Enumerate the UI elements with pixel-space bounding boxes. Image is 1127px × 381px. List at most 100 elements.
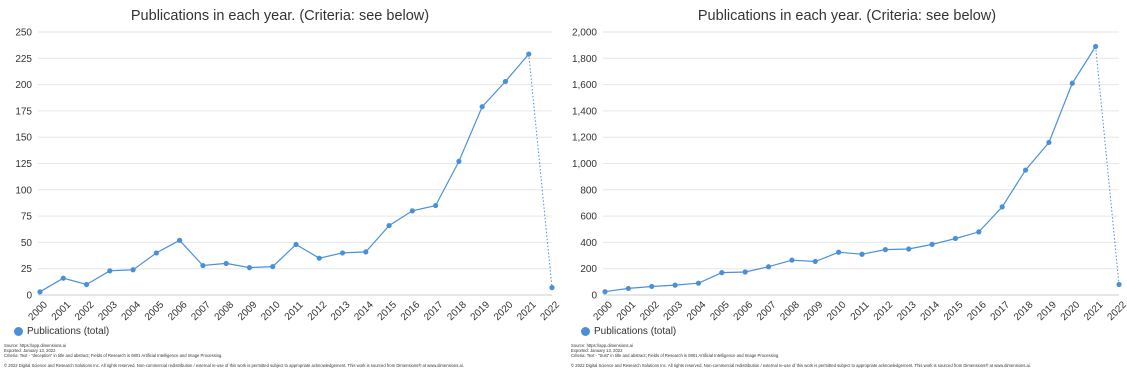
x-tick-label: 2004 bbox=[685, 299, 709, 323]
data-point[interactable] bbox=[742, 269, 748, 275]
criteria-note: Criteria: Text - "deception" in title an… bbox=[4, 353, 223, 359]
x-tick-label: 2006 bbox=[732, 299, 756, 323]
data-point[interactable] bbox=[246, 265, 253, 271]
x-tick-label: 2005 bbox=[143, 299, 167, 323]
legend-marker-icon bbox=[14, 327, 23, 336]
y-tick-label: 600 bbox=[580, 212, 597, 223]
chart-panel-right: Publications in each year. (Criteria: se… bbox=[567, 0, 1127, 381]
data-point[interactable] bbox=[223, 260, 229, 267]
data-point[interactable] bbox=[316, 255, 322, 261]
y-tick-label: 250 bbox=[15, 28, 32, 39]
x-tick-label: 2010 bbox=[825, 299, 849, 323]
data-point[interactable] bbox=[1069, 80, 1075, 86]
data-point[interactable] bbox=[812, 258, 818, 265]
x-tick-label: 2007 bbox=[189, 299, 213, 323]
x-tick-label: 2021 bbox=[515, 299, 539, 323]
x-tick-label: 2015 bbox=[942, 299, 966, 323]
x-tick-label: 2000 bbox=[591, 299, 615, 323]
data-point[interactable] bbox=[549, 285, 555, 291]
y-tick-label: 1,000 bbox=[572, 159, 597, 170]
data-point[interactable] bbox=[695, 280, 702, 286]
data-point[interactable] bbox=[672, 282, 678, 288]
x-tick-label: 2022 bbox=[1105, 299, 1127, 323]
y-tick-label: 800 bbox=[580, 185, 597, 196]
line-chart-plot: 0 200 400 600 800 1,000 1,200 1,400 1,600 1,800 2,… bbox=[572, 28, 1127, 323]
chart-legend[interactable]: Publications (total) bbox=[14, 326, 109, 337]
data-point[interactable] bbox=[719, 270, 725, 276]
chart-legend[interactable]: Publications (total) bbox=[581, 326, 676, 337]
data-point[interactable] bbox=[433, 202, 439, 209]
data-point[interactable] bbox=[37, 289, 43, 295]
x-tick-label: 2000 bbox=[26, 299, 50, 323]
data-point[interactable] bbox=[859, 251, 865, 257]
x-tick-label: 2020 bbox=[1059, 299, 1083, 323]
exported-note: Exported: January 13, 2022 bbox=[571, 348, 623, 354]
data-point[interactable] bbox=[293, 241, 299, 248]
y-tick-label: 150 bbox=[15, 133, 32, 144]
x-tick-label: 2001 bbox=[50, 299, 74, 323]
data-point[interactable] bbox=[1116, 281, 1122, 288]
data-point[interactable] bbox=[270, 263, 276, 270]
data-point[interactable] bbox=[409, 208, 415, 214]
criteria-note: Criteria: Text - "trust" in title and ab… bbox=[571, 353, 780, 359]
y-tick-label: 1,400 bbox=[572, 106, 597, 117]
data-point[interactable] bbox=[386, 222, 392, 229]
data-point[interactable] bbox=[339, 250, 346, 256]
y-tick-label: 0 bbox=[26, 291, 32, 302]
data-point[interactable] bbox=[929, 241, 935, 247]
data-point[interactable] bbox=[130, 267, 136, 273]
data-point[interactable] bbox=[649, 283, 655, 290]
x-tick-label: 2014 bbox=[352, 299, 376, 323]
x-tick-label: 2011 bbox=[849, 299, 872, 322]
data-point[interactable] bbox=[952, 235, 959, 242]
data-point[interactable] bbox=[60, 275, 66, 281]
data-point[interactable] bbox=[976, 229, 982, 235]
y-tick-label: 400 bbox=[580, 238, 597, 249]
x-tick-label: 2010 bbox=[259, 299, 283, 323]
data-point[interactable] bbox=[882, 247, 888, 253]
data-point[interactable] bbox=[625, 285, 631, 292]
data-point[interactable] bbox=[363, 249, 369, 255]
data-point[interactable] bbox=[456, 158, 462, 164]
x-tick-label: 2017 bbox=[989, 299, 1013, 323]
data-point[interactable] bbox=[602, 289, 608, 295]
data-point[interactable] bbox=[1093, 43, 1099, 50]
data-point[interactable] bbox=[999, 204, 1005, 210]
x-tick-label: 2012 bbox=[872, 299, 896, 323]
y-tick-label: 1,800 bbox=[572, 54, 597, 65]
data-point[interactable] bbox=[836, 249, 842, 255]
x-tick-label: 2005 bbox=[708, 299, 732, 323]
x-tick-label: 2004 bbox=[120, 299, 144, 323]
data-point[interactable] bbox=[1046, 139, 1052, 146]
y-tick-label: 50 bbox=[21, 238, 33, 249]
data-point[interactable] bbox=[83, 281, 90, 288]
data-point[interactable] bbox=[177, 237, 183, 243]
chart-footnotes: Source: https://app.dimensions.ai Export… bbox=[4, 343, 464, 368]
x-tick-label: 2008 bbox=[778, 299, 802, 323]
x-tick-label: 2019 bbox=[1035, 299, 1059, 323]
data-point[interactable] bbox=[502, 78, 509, 85]
legend-label: Publications (total) bbox=[594, 326, 677, 337]
data-point[interactable] bbox=[906, 246, 912, 252]
x-tick-label: 2022 bbox=[538, 299, 560, 323]
x-tick-label: 2001 bbox=[615, 299, 639, 323]
data-point[interactable] bbox=[107, 268, 113, 274]
data-point[interactable] bbox=[200, 262, 206, 269]
y-tick-label: 0 bbox=[591, 291, 597, 302]
x-tick-label: 2017 bbox=[422, 299, 446, 323]
data-point[interactable] bbox=[789, 257, 795, 263]
data-point[interactable] bbox=[479, 104, 485, 110]
chart-panel-left: Publications in each year. (Criteria: se… bbox=[0, 0, 560, 381]
source-note: Source: https://app.dimensions.ai bbox=[571, 343, 633, 348]
data-point[interactable] bbox=[1022, 167, 1029, 173]
x-tick-label: 2013 bbox=[895, 299, 919, 323]
chart-footnotes: Source: https://app.dimensions.ai Export… bbox=[571, 343, 1031, 368]
data-point[interactable] bbox=[765, 264, 772, 270]
series-line bbox=[39, 53, 530, 293]
x-tick-label: 2009 bbox=[802, 299, 826, 323]
line-chart-plot: 0 25 50 75 100 125 150 175 200 225 250 2000 2001 2002… bbox=[15, 28, 560, 323]
y-tick-label: 1,200 bbox=[572, 133, 597, 144]
data-point[interactable] bbox=[153, 250, 159, 256]
data-point[interactable] bbox=[526, 51, 532, 57]
series-line-incomplete-year bbox=[528, 54, 553, 288]
